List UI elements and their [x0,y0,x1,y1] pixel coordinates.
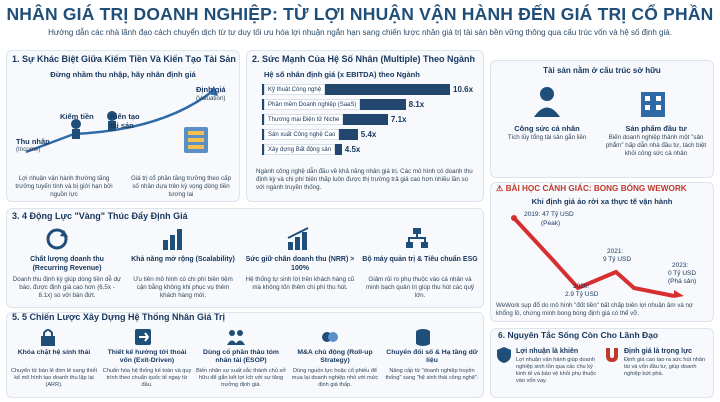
ownership-right-desc: Biến doanh nghiệp thành một "sản phẩm" h… [605,134,707,157]
principle-right-title: Định giá là trọng lực [624,348,693,355]
chart-value-label: 4.5x [344,145,361,154]
chart-category-label: Xây dựng Bất động sản [264,144,336,155]
section-2-note: Ngành công nghệ dẫn đầu về khả năng nhân… [256,168,473,191]
wework-2019-sublabel: (Peak) [541,220,561,227]
chart-value-label: 7.1x [390,115,407,124]
strategy-4-desc: Dùng nguồn lực hoặc cổ phiếu để mua lại … [291,368,379,388]
ownership-right-title: Sản phẩm đầu tư [625,124,687,133]
lock-icon [41,329,55,346]
wework-2023-sublabel: 0 Tỷ USD [668,270,697,277]
exit-icon [135,329,151,345]
driver-2-title: Khả năng mở rộng (Scalability) [131,256,235,263]
scale-icon [163,229,182,250]
data-icon [416,329,430,346]
section-1-right-desc: Giá trị cổ phần tăng trưởng theo cấp số … [130,175,232,198]
page-subtitle: Hướng dẫn các nhà lãnh đạo cách chuyển d… [48,28,672,37]
ownership-heading: Tài sản nằm ở cấu trúc sở hữu [543,66,661,75]
chart-value-label: 5.4x [360,130,377,139]
ownership-left-desc: Tích lũy tổng tài sản gắn liền [507,134,587,141]
build-asset-label: Kiến tạo tài sản [110,112,140,131]
chart-category-label: Thương mại Điện tử Niche [264,114,344,125]
income-sublabel: (Income) [16,146,41,153]
wework-2020-label: 2020: [573,283,590,290]
section-6-card [490,328,714,398]
ownership-left-title: Công sức cá nhân [514,124,580,133]
wework-subheading: Khi định giá ảo rời xa thực tế vận hành [531,197,673,206]
shield-icon [497,347,511,363]
driver-1-title: Chất lượng doanh thu (Recurring Revenue) [30,256,104,272]
strategy-1-title: Khóa chặt hệ sinh thái [17,349,91,356]
principle-left-desc: Lợi nhuận vận hành giúp doanh nghiệp sin… [516,357,597,384]
section-5-heading: 5. 5 Chiến Lược Xây Dựng Hệ Thống Nhân G… [12,312,225,322]
driver-2-desc: Ưu tiên mô hình có chi phí biên tiệm cận… [133,276,233,299]
chart-category-label: Sản xuất Công nghệ Cao [264,129,340,140]
growth-curve-illustration [25,86,218,154]
strategy-4-title: M&A chủ động (Roll-up Strategy) [297,349,373,365]
principle-left-title: Lợi nhuận là khiên [516,348,579,355]
section-3-heading: 3. 4 Động Lực "Vàng" Thúc Đẩy Định Giá [12,211,188,221]
valuation-sublabel: (Valuation) [196,95,226,102]
wework-2019-label: 2019: 47 Tỷ USD [524,211,574,218]
chart-title: Hệ số nhân định giá (x EBITDA) theo Ngàn… [264,70,420,79]
wework-crash-chart [511,215,684,298]
strategy-3-title: Dùng cổ phần thâu tóm nhân tài (ESOP) [203,349,279,365]
section-6-heading: 6. Nguyên Tắc Sống Còn Cho Lãnh Đạo [498,330,659,340]
strategy-2-desc: Chuẩn hóa hệ thống kế toán và quy trình … [102,368,192,388]
wework-desc: WeWork sụp đổ do mô hình "đốt tiền" bất … [496,302,693,317]
wework-card [490,182,714,322]
refresh-icon [46,228,68,250]
income-label: Thu nhập [16,137,50,146]
section-1-card [6,50,240,202]
section-1-left-desc: Lợi nhuận vận hành thường tăng trưởng tu… [15,175,113,198]
driver-4-title: Bộ máy quản trị & Tiêu chuẩn ESG [362,256,478,263]
ownership-card [490,60,714,178]
driver-1-desc: Doanh thu định kỳ giúp dòng tiền dễ dự b… [12,276,122,299]
chart-category-label: Phần mềm Doanh nghiệp (SaaS) [264,99,361,110]
person-icon [534,87,560,117]
retention-icon [287,227,309,250]
magnet-icon [606,348,618,362]
wework-2021-sublabel: 9 Tỷ USD [603,256,632,263]
section-3-card [6,208,484,308]
driver-3-desc: Hệ thống tự sinh lời trên khách hàng cũ … [245,276,355,291]
industry-multiple-chart: Kỹ thuật Công nghệ 10.6x Phần mềm Doanh ng… [256,84,480,160]
strategy-1-desc: Chuyển từ bán lẻ đơn lẻ sang thiết kế mô… [10,368,98,388]
section-2-heading: 2. Sức Mạnh Của Hệ Số Nhân (Multiple) Th… [252,54,476,64]
page-title: NHÂN GIÁ TRỊ DOANH NGHIỆP: TỪ LỢI NHUẬN … [6,4,714,24]
chart-value-label: 10.6x [453,85,474,94]
chart-value-label: 8.1x [408,100,425,109]
make-money-label: Kiếm tiền [60,112,94,121]
section-1-heading: 1. Sự Khác Biệt Giữa Kiếm Tiền Và Kiến T… [12,54,236,64]
wework-heading: ⚠ BÀI HỌC CẢNH GIÁC: BONG BÓNG WEWORK [496,184,687,193]
valuation-label: Định giá [196,85,226,94]
section-5-card [6,312,484,398]
section-1-tagline: Đừng nhầm thu nhập, hãy nhân định giá [50,70,196,79]
chart-category-label: Kỹ thuật Công nghệ [264,84,326,95]
team-icon [227,330,245,345]
principle-right-desc: Định giá cao tạo ra sức hút nhân tài và … [624,357,706,377]
section-2-card [246,50,484,202]
chart-bar [262,84,450,95]
merge-icon [322,332,338,342]
driver-3-title: Sức giữ chân doanh thu (NRR) > 100% [245,256,355,272]
wework-2023-label: 2023: [672,262,689,269]
strategy-2-title: Thiết kế hướng tới thoái vốn (Exit-Drive… [107,349,187,365]
building-icon [641,92,665,117]
wework-2020-sublabel: 2.9 Tỷ USD [565,291,599,298]
strategy-5-title: Chuyển đổi số & Hạ tầng dữ liệu [386,349,478,365]
strategy-5-desc: Nâng cấp từ "doanh nghiệp truyền thống" … [385,368,479,381]
governance-icon [406,228,428,248]
wework-2021-label: 2021: [607,248,624,255]
driver-4-desc: Giảm rủi ro phụ thuộc vào cá nhân và min… [365,276,474,299]
strategy-3-desc: Biến nhân sự xuất sắc thành chủ sở hữu đ… [196,368,286,388]
wework-2023-note: (Phá sản) [668,278,697,285]
